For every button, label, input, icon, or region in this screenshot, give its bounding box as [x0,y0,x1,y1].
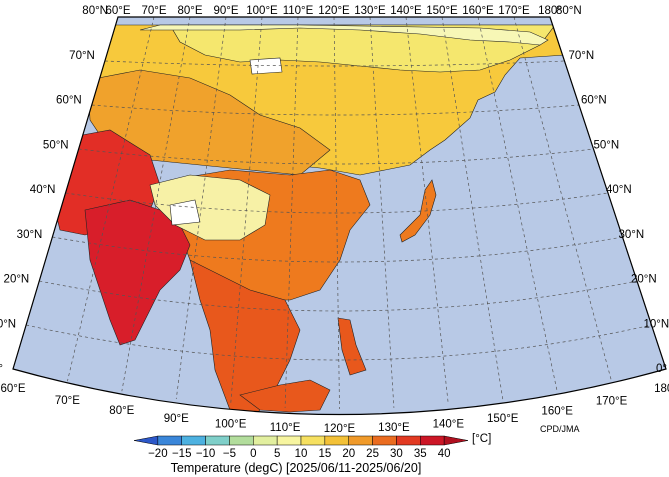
top-longitude-label: 110°E [283,5,314,17]
top-longitude-label: 90°E [213,5,238,17]
colorbar-bin [181,435,206,446]
meridian-line [333,17,340,410]
colorbar-bin [348,435,373,446]
map-frame [12,16,667,416]
top-longitude-label: 160°E [462,5,494,17]
left-latitude-label: 10°N [0,318,16,330]
meridian-line [369,17,395,408]
left-latitude-label: 70°N [69,50,95,62]
top-longitude-label: 80°E [177,5,202,17]
left-latitude-label: 50°N [43,139,69,151]
bottom-longitude-label: 90°E [164,413,189,425]
left-latitude-label: 40°N [30,184,56,196]
left-latitude-label: 80°N [82,5,108,17]
left-latitude-label: 0° [0,363,3,375]
right-latitude-label: 10°N [644,318,669,330]
bottom-longitude-label: 100°E [215,419,247,431]
colorbar-tick-label: 15 [318,448,331,460]
region-indonesia [239,379,331,413]
top-longitude-label: 150°E [426,5,458,17]
colorbar-tick-label: 10 [295,448,308,460]
colorbar-unit: [°C] [472,433,491,445]
left-latitude-label: 60°N [56,95,82,107]
right-latitude-label: 30°N [619,229,645,241]
colorbar-bin [157,435,182,446]
bottom-longitude-label: 70°E [55,395,80,407]
colorbar-tick-label: 25 [366,448,379,460]
parallel-line [39,280,638,312]
right-latitude-label: 40°N [606,184,632,196]
top-longitude-label: 120°E [318,5,350,17]
colorbar-bin [229,435,254,446]
bottom-longitude-label: 80°E [109,405,134,417]
bottom-longitude-label: 110°E [270,422,301,434]
colorbar-bin [205,435,230,446]
meridian-line [477,17,558,392]
bottom-longitude-label: 130°E [378,422,410,434]
bottom-longitude-label: 180° [654,383,669,395]
colorbar-tick-label: 5 [274,448,280,460]
colorbar-bin [396,435,421,446]
right-latitude-label: 60°N [581,95,607,107]
colorbar-tick-label: 20 [342,448,355,460]
meridian-line [441,17,504,400]
parallel-line [26,324,652,361]
colorbar-bin [253,435,278,446]
parallel-line [78,148,594,165]
bottom-longitude-label: 150°E [487,413,519,425]
colorbar-bin [300,435,326,446]
map-title: Temperature (degC) [2025/06/11-2025/06/2… [171,461,422,475]
bottom-longitude-label: 120°E [324,423,356,435]
top-longitude-label: 180° [538,5,562,17]
top-longitude-label: 100°E [246,5,278,17]
parallel-line [52,236,623,263]
credit-label: CPD/JMA [540,424,580,434]
colorbar-bin [420,435,445,446]
colorbar-bin [324,435,349,446]
parallel-line [91,104,580,116]
right-latitude-label: 0° [656,363,667,375]
top-longitude-label: 70°E [141,5,166,17]
colorbar-tick-label: 0 [250,448,256,460]
colorbar-bin [372,435,397,446]
meridian-line [284,17,299,408]
colorbar-bin [276,435,302,446]
left-latitude-label: 20°N [4,274,30,286]
meridian-line [67,17,155,382]
colorbar-bin [133,435,159,446]
parallel-line [104,60,565,67]
right-latitude-label: 80°N [556,5,582,17]
colorbar-tick-label: 30 [390,448,403,460]
region-japan [399,179,437,243]
left-latitude-label: 30°N [17,229,43,241]
colorbar: −20 −15 −10 −5 0 5 10 15 20 25 30 35 40 [133,435,469,460]
colorbar-bin [443,435,469,446]
colorbar-tick-label: −20 [148,448,168,460]
colorbar-tick-label: −10 [196,448,216,460]
bottom-longitude-label: 60°E [0,383,25,395]
parallel-line [65,192,609,214]
top-longitude-label: 170°E [498,5,530,17]
top-longitude-label: 140°E [390,5,422,17]
region-high-arctic [139,24,549,46]
region-snow-gaps [169,57,283,226]
colorbar-tick-label: −15 [172,448,192,460]
region-philippines [337,317,367,376]
bottom-longitude-label: 170°E [596,395,628,407]
right-latitude-label: 50°N [594,139,620,151]
bottom-longitude-label: 160°E [541,405,573,417]
colorbar-tick-label: −5 [223,448,236,460]
right-latitude-label: 20°N [631,274,657,286]
top-longitude-label: 60°E [105,5,130,17]
colorbar-tick-label: 40 [438,448,451,460]
right-latitude-label: 70°N [569,50,595,62]
meridian-line [175,17,227,400]
top-longitude-label: 130°E [354,5,386,17]
colorbar-tick-label: 35 [414,448,427,460]
bottom-longitude-label: 140°E [433,419,465,431]
